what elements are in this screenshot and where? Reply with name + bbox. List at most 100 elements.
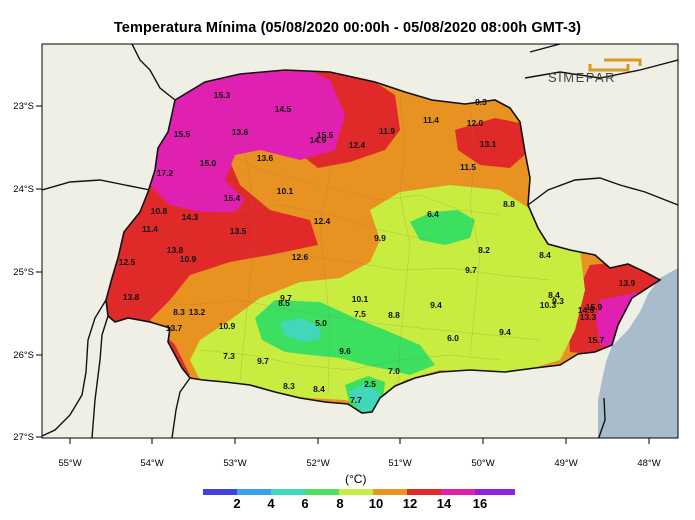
station-value: 15.4 [224, 193, 241, 203]
station-value: 8.8 [503, 199, 515, 209]
lat-tick: 23°S [13, 101, 34, 112]
colorbar-label: 2 [233, 496, 240, 511]
station-value: 2.5 [364, 379, 376, 389]
station-value: 11.5 [460, 162, 476, 172]
station-value: 14.5 [275, 104, 292, 114]
station-value: 5.0 [315, 318, 327, 328]
station-value: 9.3 [552, 296, 564, 306]
station-value: 9.3 [475, 97, 487, 107]
colorbar-swatch [407, 489, 441, 495]
station-value: 8.4 [313, 384, 325, 394]
station-value: 10.9 [180, 254, 197, 264]
station-value: 9.6 [339, 346, 351, 356]
map-border [41, 43, 679, 439]
station-value: 8.2 [478, 245, 490, 255]
station-value: 13.7 [166, 323, 183, 333]
station-value: 15.3 [214, 90, 231, 100]
station-value: 10.1 [277, 186, 294, 196]
station-value: 9.7 [465, 265, 477, 275]
station-value: 12.4 [314, 216, 331, 226]
station-value: 10.3 [540, 300, 557, 310]
station-value: 7.3 [223, 351, 235, 361]
lat-tick: 25°S [13, 267, 34, 278]
station-value: 8.5 [278, 298, 290, 308]
colorbar-swatch [305, 489, 339, 495]
map-title: Temperatura Mínima (05/08/2020 00:00h - … [113, 20, 582, 36]
station-value: 12.0 [467, 118, 484, 128]
station-value: 13.1 [480, 139, 497, 149]
station-value: 13.3 [580, 312, 597, 322]
station-labels: 15.3 14.5 13.6 15.5 15.5 14.9 11.9 12.4 … [119, 90, 636, 405]
lon-tick: 53°W [223, 458, 246, 469]
station-value: 10.9 [219, 321, 236, 331]
station-value: 12.4 [349, 140, 366, 150]
station-value: 9.4 [499, 327, 511, 337]
colorbar-swatch [475, 489, 515, 495]
colorbar-swatch [203, 489, 237, 495]
colorbar-label: 8 [336, 496, 343, 511]
station-value: 13.9 [619, 278, 636, 288]
lon-tick: 51°W [388, 458, 411, 469]
colorbar-label: 12 [403, 496, 417, 511]
station-value: 13.2 [189, 307, 206, 317]
station-value: 14.9 [578, 305, 595, 315]
station-value: 8.4 [539, 250, 551, 260]
map-frame: SIMEPAR 55°W 54°W 53°W 52°W 51°W 50°W 49… [13, 43, 679, 511]
lon-tick: 52°W [306, 458, 329, 469]
colorbar-swatch [271, 489, 305, 495]
station-value: 14.3 [182, 212, 199, 222]
station-value: 6.0 [447, 333, 459, 343]
station-value: 14.9 [310, 135, 327, 145]
station-value: 7.5 [354, 309, 366, 319]
colorbar-swatch [237, 489, 271, 495]
station-value: 9.4 [430, 300, 442, 310]
colorbar-label: 14 [437, 496, 452, 511]
station-value: 11.4 [423, 115, 439, 125]
station-value: 13.5 [230, 226, 247, 236]
lat-tick: 27°S [13, 432, 34, 443]
lat-tick: 24°S [13, 184, 34, 195]
station-value: 9.7 [280, 293, 292, 303]
station-value: 13.8 [167, 245, 184, 255]
state-border [105, 69, 662, 414]
band-12-14-east [455, 118, 530, 168]
lon-tick: 54°W [140, 458, 163, 469]
station-value: 8.3 [283, 381, 295, 391]
station-value: 10.1 [352, 294, 369, 304]
colorbar-label: 4 [267, 496, 275, 511]
station-value: 8.4 [548, 290, 560, 300]
station-value: 8.3 [173, 307, 185, 317]
colorbar-label: 6 [301, 496, 308, 511]
colorbar-label: 10 [369, 496, 383, 511]
lon-tick: 49°W [554, 458, 577, 469]
colorbar-swatch [441, 489, 475, 495]
simepar-logo: SIMEPAR [548, 58, 642, 85]
station-value: 15.7 [588, 335, 605, 345]
station-value: 8.8 [388, 310, 400, 320]
municipality-lines [139, 74, 551, 396]
ocean [598, 268, 678, 438]
station-value: 13.6 [232, 127, 249, 137]
latitude-labels: 23°S 24°S 25°S 26°S 27°S [13, 101, 34, 443]
station-value: 12.5 [119, 257, 136, 267]
station-value: 11.4 [142, 224, 158, 234]
colorbar: 2 4 6 8 10 12 14 16 [203, 489, 515, 511]
colorbar-label: 16 [473, 496, 487, 511]
station-value: 13.8 [123, 292, 140, 302]
band-6-8-center [410, 210, 475, 245]
country-borders [42, 44, 678, 438]
colorbar-swatch [373, 489, 407, 495]
station-value: 13.6 [257, 153, 274, 163]
band-4-6-sw [348, 384, 380, 412]
lon-tick: 55°W [58, 458, 81, 469]
station-value: 9.9 [374, 233, 386, 243]
station-value: 7.7 [350, 395, 362, 405]
axis-ticks [36, 105, 650, 444]
station-value: 11.9 [379, 126, 395, 136]
station-value: 15.5 [317, 130, 334, 140]
colorbar-swatch [339, 489, 373, 495]
station-value: 7.0 [388, 366, 400, 376]
station-value: 17.2 [157, 168, 174, 178]
band-14-16-nw [145, 70, 345, 212]
